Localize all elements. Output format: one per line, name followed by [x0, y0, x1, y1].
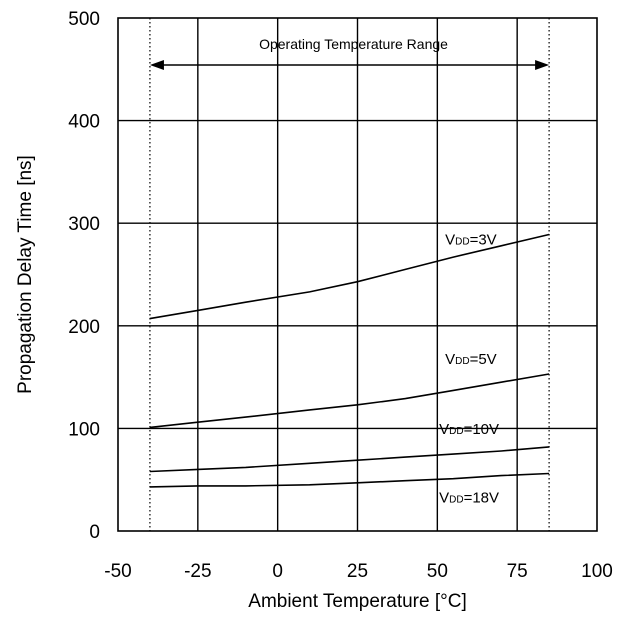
series-line — [149, 233, 550, 320]
series-label-v: V — [439, 421, 449, 438]
x-tick-label: 0 — [272, 561, 283, 582]
series-label-subscript: DD — [455, 236, 469, 247]
y-tick-label: 100 — [68, 419, 100, 440]
series-label-subscript: DD — [455, 356, 469, 367]
range-annotation-text: Operating Temperature Range — [259, 36, 448, 52]
series-label: VDD=5V — [445, 351, 497, 368]
x-tick-label: 25 — [347, 561, 368, 582]
arrow-left-head — [149, 60, 164, 70]
grid — [118, 18, 597, 531]
series-label-value: =10V — [464, 421, 499, 438]
series-label-subscript: DD — [449, 495, 463, 506]
y-tick-label: 500 — [68, 9, 100, 30]
series-label-v: V — [445, 231, 455, 248]
operating-range-boundaries — [149, 18, 550, 531]
series-label-value: =5V — [470, 351, 497, 368]
x-axis-title: Ambient Temperature [°C] — [248, 591, 466, 612]
y-axis-title: Propagation Delay Time [ns] — [15, 155, 36, 394]
series-lines — [149, 233, 550, 488]
series-label-value: =3V — [470, 231, 497, 248]
series-label-v: V — [439, 490, 449, 507]
series-label-v: V — [445, 351, 455, 368]
series-line — [149, 446, 550, 473]
arrow-right-head — [535, 60, 550, 70]
series-line — [149, 472, 550, 488]
series-label: VDD=18V — [439, 490, 499, 507]
y-tick-label: 200 — [68, 317, 100, 338]
series-line — [149, 373, 550, 429]
plot-frame — [117, 17, 598, 532]
y-tick-label: 300 — [68, 214, 100, 235]
x-tick-label: 50 — [427, 561, 448, 582]
tick-labels: -50 -25 0 25 50 75 100 0 100 200 300 400 500 — [68, 9, 613, 582]
x-tick-label: 75 — [507, 561, 528, 582]
x-tick-label: 100 — [581, 561, 613, 582]
y-tick-label: 400 — [68, 112, 100, 133]
series-label-value: =18V — [464, 490, 499, 507]
series-label: VDD=10V — [439, 421, 499, 438]
x-tick-label: -25 — [184, 561, 211, 582]
x-tick-label: -50 — [104, 561, 131, 582]
series-label-subscript: DD — [449, 426, 463, 437]
operating-range-annotation: Operating Temperature Range — [149, 36, 550, 70]
y-tick-label: 0 — [89, 522, 100, 543]
series-label: VDD=3V — [445, 231, 497, 248]
